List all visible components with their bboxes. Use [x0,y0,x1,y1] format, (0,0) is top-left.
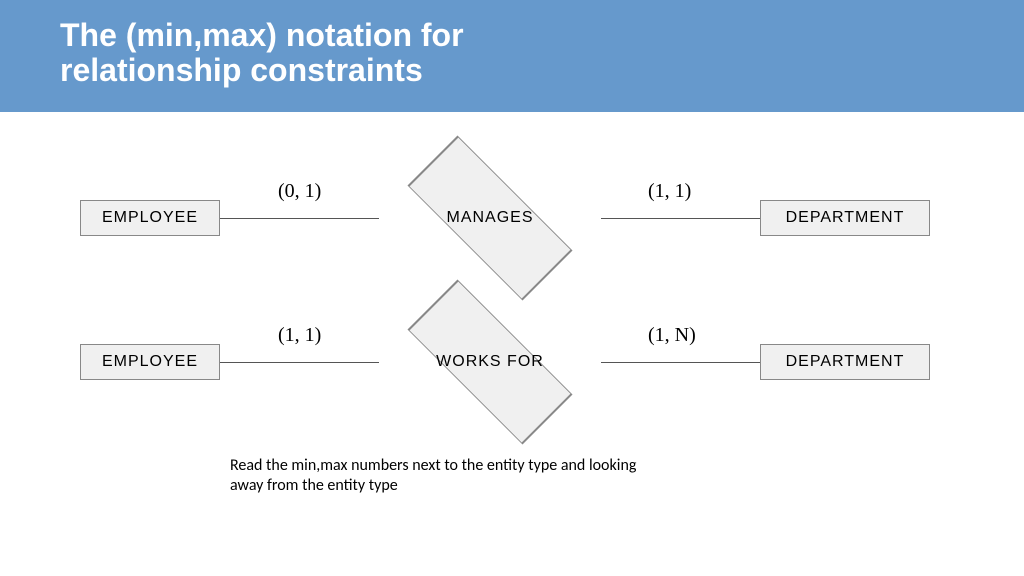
entity-employee-0: EMPLOYEE [80,200,220,236]
title-line-1: The (min,max) notation for [60,17,464,53]
caption-line-2: away from the entity type [230,476,398,495]
caption-line-1: Read the min,max numbers next to the ent… [230,456,636,475]
slide-header: The (min,max) notation for relationship … [0,0,1024,112]
relationship-diamond-manages: MANAGES [375,168,605,268]
cardinality-right-1: (1, N) [648,324,696,347]
connector-left-0 [220,218,379,219]
entity-label: DEPARTMENT [786,209,905,227]
entity-department-1: DEPARTMENT [760,344,930,380]
diagram-caption: Read the min,max numbers next to the ent… [230,456,636,496]
entity-label: EMPLOYEE [102,209,198,227]
connector-left-1 [220,362,379,363]
slide-title: The (min,max) notation for relationship … [60,18,994,88]
connector-right-1 [601,362,760,363]
entity-label: DEPARTMENT [786,353,905,371]
entity-label: EMPLOYEE [102,353,198,371]
cardinality-left-1: (1, 1) [278,324,321,347]
relationship-label: WORKS FOR [436,353,544,371]
cardinality-left-0: (0, 1) [278,180,321,203]
connector-right-0 [601,218,760,219]
cardinality-right-0: (1, 1) [648,180,691,203]
relationship-diamond-worksfor: WORKS FOR [375,312,605,412]
entity-department-0: DEPARTMENT [760,200,930,236]
title-line-2: relationship constraints [60,52,423,88]
relationship-row-worksfor: EMPLOYEE (1, 1) WORKS FOR (1, N) DEPARTM… [0,312,1024,412]
relationship-label: MANAGES [446,209,533,227]
entity-employee-1: EMPLOYEE [80,344,220,380]
relationship-row-manages: EMPLOYEE (0, 1) MANAGES (1, 1) DEPARTMEN… [0,168,1024,268]
